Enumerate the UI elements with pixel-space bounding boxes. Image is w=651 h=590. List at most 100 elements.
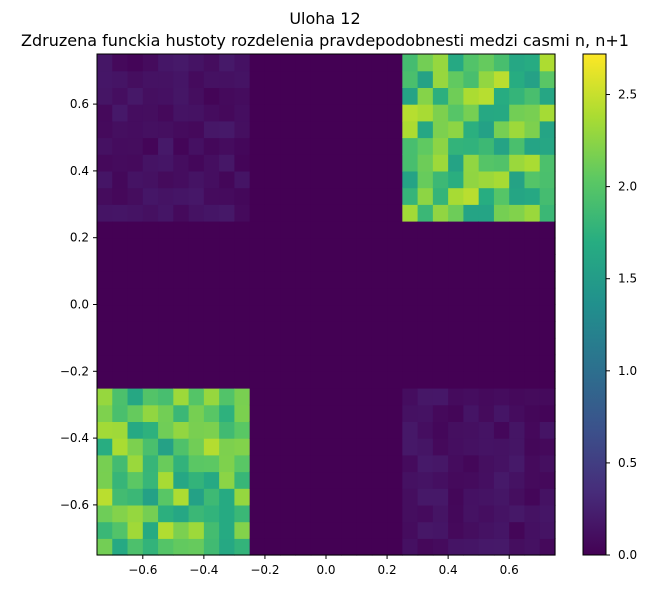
heatmap-cell [142, 204, 159, 222]
heatmap-cell [326, 170, 342, 189]
heatmap-cell [188, 304, 205, 322]
heatmap-cell [173, 488, 190, 506]
heatmap-cell [356, 204, 373, 222]
heatmap-cell [112, 170, 129, 189]
heatmap-cell [264, 521, 281, 539]
heatmap-cell [188, 187, 205, 205]
heatmap-cell [509, 321, 526, 339]
colorbar-tick-label: 2.5 [618, 88, 637, 102]
heatmap-cell [463, 371, 480, 389]
heatmap-cell [97, 170, 113, 189]
heatmap-cell [341, 521, 358, 539]
heatmap-cell [127, 54, 144, 72]
heatmap-cell [448, 504, 464, 523]
heatmap-cell [264, 438, 281, 456]
heatmap-cell [295, 237, 312, 255]
heatmap-cell [417, 70, 434, 88]
heatmap-cell [158, 304, 174, 322]
heatmap-cell [295, 287, 312, 306]
heatmap-cell [448, 488, 464, 506]
heatmap-cell [539, 337, 556, 356]
heatmap-cell [371, 87, 388, 105]
heatmap-cell [356, 538, 373, 556]
heatmap-cell [539, 87, 556, 105]
heatmap-cell [387, 388, 403, 406]
heatmap-cell [127, 271, 144, 289]
heatmap-cell [448, 321, 464, 339]
heatmap-cell [402, 337, 419, 356]
heatmap-cell [326, 321, 342, 339]
heatmap-cell [310, 137, 327, 155]
heatmap-cell [478, 120, 495, 139]
heatmap-cell [509, 471, 526, 489]
heatmap-cell [356, 354, 373, 372]
heatmap-cell [539, 271, 556, 289]
heatmap-cell [142, 454, 159, 473]
heatmap-cell [295, 538, 312, 556]
heatmap-cell [234, 404, 251, 422]
heatmap-cell [387, 170, 403, 189]
heatmap-cell [539, 204, 556, 222]
heatmap-cell [524, 87, 541, 105]
heatmap-cell [463, 521, 480, 539]
heatmap-cell [310, 120, 327, 139]
heatmap-cell [493, 70, 510, 88]
heatmap-cell [341, 154, 358, 172]
heatmap-cell [463, 421, 480, 439]
heatmap-cell [249, 204, 266, 222]
heatmap-cell [387, 154, 403, 172]
heatmap-cell [112, 271, 129, 289]
heatmap-cell [341, 421, 358, 439]
heatmap-cell [234, 321, 251, 339]
heatmap-cell [234, 170, 251, 189]
heatmap-cell [264, 538, 281, 556]
heatmap-cell [509, 454, 526, 473]
heatmap-cell [249, 254, 266, 272]
heatmap-cell [478, 271, 495, 289]
heatmap-cell [509, 154, 526, 172]
heatmap-cell [493, 254, 510, 272]
heatmap-cell [371, 471, 388, 489]
heatmap-cell [310, 54, 327, 72]
heatmap-cell [249, 438, 266, 456]
heatmap-cell [310, 371, 327, 389]
heatmap-cell [249, 504, 266, 523]
heatmap-cell [417, 237, 434, 255]
heatmap-cell [203, 170, 220, 189]
heatmap-cell [371, 354, 388, 372]
heatmap-cell [493, 488, 510, 506]
heatmap-cell [478, 354, 495, 372]
heatmap-cell [249, 388, 266, 406]
heatmap-cell [326, 371, 342, 389]
heatmap-cell [387, 321, 403, 339]
heatmap-cell [219, 137, 235, 155]
heatmap-cell [264, 471, 281, 489]
heatmap-cell [203, 488, 220, 506]
heatmap-cell [310, 354, 327, 372]
heatmap-cell [219, 70, 235, 88]
colorbar-frame [582, 53, 607, 556]
heatmap-cell [112, 120, 129, 139]
heatmap-cell [219, 371, 235, 389]
heatmap-cell [539, 170, 556, 189]
heatmap-cell [158, 504, 174, 523]
heatmap-cell [341, 254, 358, 272]
heatmap-cell [142, 120, 159, 139]
heatmap-cell [402, 120, 419, 139]
heatmap-cell [158, 204, 174, 222]
heatmap-cell [264, 421, 281, 439]
heatmap-cell [493, 154, 510, 172]
heatmap-cell [326, 521, 342, 539]
heatmap-cell [173, 87, 190, 105]
heatmap-cell [402, 237, 419, 255]
heatmap-cell [463, 120, 480, 139]
heatmap-cell [478, 438, 495, 456]
heatmap-cell [432, 454, 449, 473]
heatmap-cell [264, 304, 281, 322]
heatmap-cell [112, 204, 129, 222]
heatmap-cell [280, 521, 297, 539]
heatmap-cell [203, 438, 220, 456]
heatmap-cell [142, 187, 159, 205]
heatmap-cell [341, 187, 358, 205]
